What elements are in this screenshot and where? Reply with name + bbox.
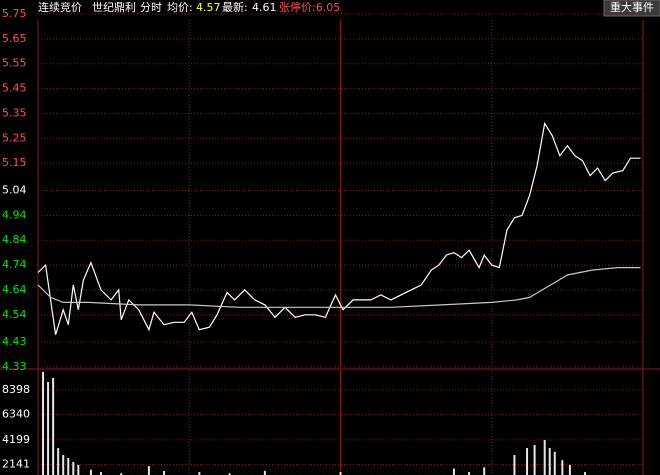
y-tick-label: 4.43 xyxy=(2,335,27,348)
event-button[interactable] xyxy=(603,0,660,17)
avg-price: 4.57 xyxy=(196,1,221,14)
volume-bar xyxy=(163,470,166,475)
volume-bar xyxy=(62,455,65,475)
volume-bar xyxy=(228,473,231,475)
volume-bar xyxy=(198,472,201,475)
stock-name: 世纪鼎利 xyxy=(92,1,136,14)
volume-bar xyxy=(561,460,564,475)
volume-bar xyxy=(526,448,529,475)
volume-bar xyxy=(47,381,50,475)
price-line xyxy=(37,267,641,308)
price-line xyxy=(37,121,641,335)
volume-bar xyxy=(52,377,55,475)
volume-bar xyxy=(77,464,80,475)
y-tick-label: 4199 xyxy=(2,433,30,446)
volume-bar xyxy=(147,466,150,475)
volume-bar xyxy=(543,440,546,475)
y-tick-label: 5.55 xyxy=(2,57,27,70)
y-tick-label: 4.94 xyxy=(2,208,27,221)
y-tick-label: 4.54 xyxy=(2,308,27,321)
volume-bar xyxy=(548,448,551,475)
volume-bar xyxy=(57,448,60,475)
last-price: 4.61 xyxy=(252,1,277,14)
volume-bar xyxy=(89,469,92,475)
y-tick-label: 4.64 xyxy=(2,283,27,296)
volume-bar xyxy=(553,451,556,475)
volume-bar xyxy=(468,472,471,475)
y-tick-label: 4.33 xyxy=(2,360,27,373)
volume-bar xyxy=(72,461,75,475)
y-tick-label: 5.45 xyxy=(2,82,27,95)
volume-bar xyxy=(120,473,123,475)
volume-bar xyxy=(513,455,516,475)
y-tick-label: 8398 xyxy=(2,383,30,396)
y-tick-label: 6340 xyxy=(2,407,30,420)
volume-bar xyxy=(533,445,536,475)
event-button-label[interactable]: 重大事件 xyxy=(610,0,654,14)
y-tick-label: 5.35 xyxy=(2,106,27,119)
last-label: 最新: xyxy=(222,0,248,14)
y-tick-label: 4.84 xyxy=(2,233,27,246)
volume-bar xyxy=(67,458,70,475)
mode: 连续竞价 xyxy=(38,0,82,14)
y-tick-label: 4.74 xyxy=(2,258,27,271)
volume-bar xyxy=(452,468,455,475)
y-tick-label: 5.25 xyxy=(2,131,27,144)
volume-bar xyxy=(42,371,45,475)
avg-label: 均价: xyxy=(167,1,193,14)
volume-bar xyxy=(263,470,266,475)
limit-up: 张停价:6.05 xyxy=(279,0,340,14)
view: 分时 xyxy=(140,1,162,14)
volume-bar xyxy=(584,472,587,475)
volume-bar xyxy=(568,464,571,475)
y-tick-label: 5.75 xyxy=(2,7,27,20)
y-tick-label: 2141 xyxy=(2,457,30,470)
volume-bar xyxy=(483,467,486,475)
volume-bar xyxy=(339,472,342,475)
y-tick-label: 5.04 xyxy=(2,184,27,197)
y-tick-label: 5.15 xyxy=(2,156,27,169)
volume-bar xyxy=(100,472,103,475)
y-tick-label: 5.65 xyxy=(2,32,27,45)
